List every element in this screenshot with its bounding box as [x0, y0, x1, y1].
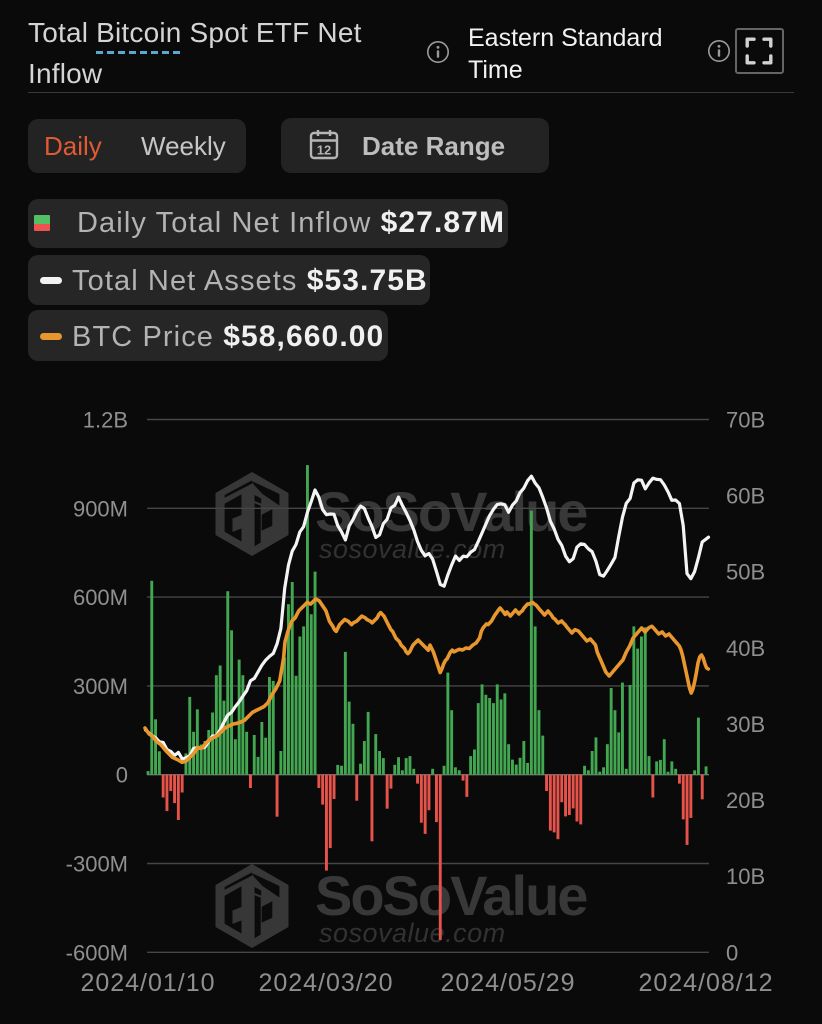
svg-text:0: 0 — [726, 940, 738, 965]
svg-text:-300M: -300M — [66, 852, 128, 877]
svg-text:2024/01/10: 2024/01/10 — [80, 969, 215, 997]
svg-text:60B: 60B — [726, 484, 765, 509]
svg-text:2024/05/29: 2024/05/29 — [440, 969, 575, 997]
svg-text:30B: 30B — [726, 712, 765, 737]
svg-text:SoSoValue: SoSoValue — [315, 480, 587, 543]
svg-text:10B: 10B — [726, 864, 765, 889]
svg-text:12: 12 — [317, 143, 331, 158]
svg-text:SoSoValue: SoSoValue — [315, 864, 587, 927]
svg-text:1.2B: 1.2B — [83, 408, 128, 433]
svg-text:600M: 600M — [73, 585, 128, 610]
svg-text:2024/03/20: 2024/03/20 — [258, 969, 393, 997]
svg-text:300M: 300M — [73, 674, 128, 699]
svg-text:20B: 20B — [726, 788, 765, 813]
svg-text:50B: 50B — [726, 560, 765, 585]
svg-text:sosovalue.com: sosovalue.com — [319, 918, 506, 948]
svg-text:40B: 40B — [726, 636, 765, 661]
svg-text:900M: 900M — [73, 496, 128, 521]
svg-text:0: 0 — [116, 763, 128, 788]
svg-text:70B: 70B — [726, 408, 765, 433]
svg-text:2024/08/12: 2024/08/12 — [638, 969, 773, 997]
svg-text:-600M: -600M — [66, 940, 128, 965]
